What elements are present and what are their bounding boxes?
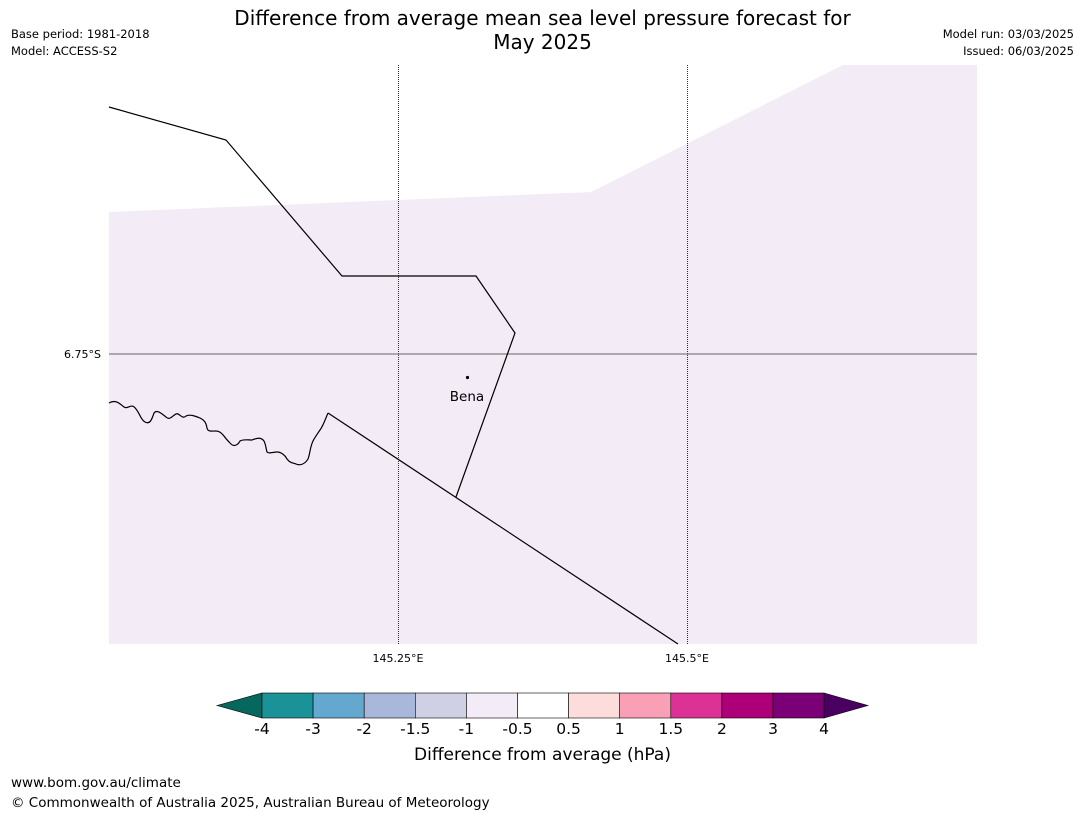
colorbar-tick-label: -3 xyxy=(305,720,321,738)
colorbar-extend-low xyxy=(215,692,263,719)
river-line xyxy=(108,400,329,466)
lon-label-145-5e: 145.5°E xyxy=(665,652,709,665)
lon-label-145-25e: 145.25°E xyxy=(373,652,424,665)
colorbar-tick-label: 2 xyxy=(716,720,727,738)
colorbar-tick-label: -0.5 xyxy=(502,720,533,738)
colorbar-title: Difference from average (hPa) xyxy=(414,745,671,765)
footer-copyright: © Commonwealth of Australia 2025, Austra… xyxy=(11,795,490,811)
colorbar-swatch xyxy=(261,692,314,719)
colorbar-tick-label: 3 xyxy=(768,720,778,738)
lat-label: 6.75°S xyxy=(64,348,101,361)
colorbar-tick-label: -4 xyxy=(254,720,270,738)
colorbar-tick-label: 1 xyxy=(614,720,625,738)
colorbar-swatch xyxy=(466,692,518,719)
model-name: Model: ACCESS-S2 xyxy=(11,44,118,58)
colorbar xyxy=(215,692,870,719)
title-line-1: Difference from average mean sea level p… xyxy=(234,6,851,30)
meta-right: Model run: 03/03/2025 Issued: 06/03/2025 xyxy=(943,26,1074,60)
colorbar-swatch xyxy=(772,692,825,719)
colorbar-swatch xyxy=(517,692,569,719)
colorbar-swatch xyxy=(312,692,365,719)
colorbar-swatch xyxy=(619,692,672,719)
province-boundary xyxy=(108,106,516,498)
footer-url: www.bom.gov.au/climate xyxy=(11,775,181,791)
colorbar-tick-label: -1 xyxy=(458,720,475,738)
colorbar-extend-high xyxy=(823,692,870,719)
colorbar-swatch xyxy=(670,692,723,719)
colorbar-swatch xyxy=(568,692,620,719)
issued-date: Issued: 06/03/2025 xyxy=(963,44,1074,58)
meta-left: Base period: 1981-2018 Model: ACCESS-S2 xyxy=(11,26,150,60)
province-boundary-south xyxy=(327,412,679,645)
colorbar-tick-label: -1.5 xyxy=(400,720,431,738)
chart-title: Difference from average mean sea level p… xyxy=(0,6,1085,54)
town-marker xyxy=(465,375,470,380)
colorbar-swatch xyxy=(363,692,416,719)
colorbar-swatch xyxy=(414,692,467,719)
colorbar-tick-label: -2 xyxy=(356,720,372,738)
title-line-2: May 2025 xyxy=(493,30,592,54)
base-period: Base period: 1981-2018 xyxy=(11,27,150,41)
colorbar-swatch xyxy=(721,692,774,719)
colorbar-tick-label: 0.5 xyxy=(556,720,581,738)
colorbar-tick-label: 4 xyxy=(819,720,830,738)
town-label: Bena xyxy=(450,389,484,405)
colorbar-tick-label: 1.5 xyxy=(658,720,684,738)
model-run: Model run: 03/03/2025 xyxy=(942,27,1074,41)
